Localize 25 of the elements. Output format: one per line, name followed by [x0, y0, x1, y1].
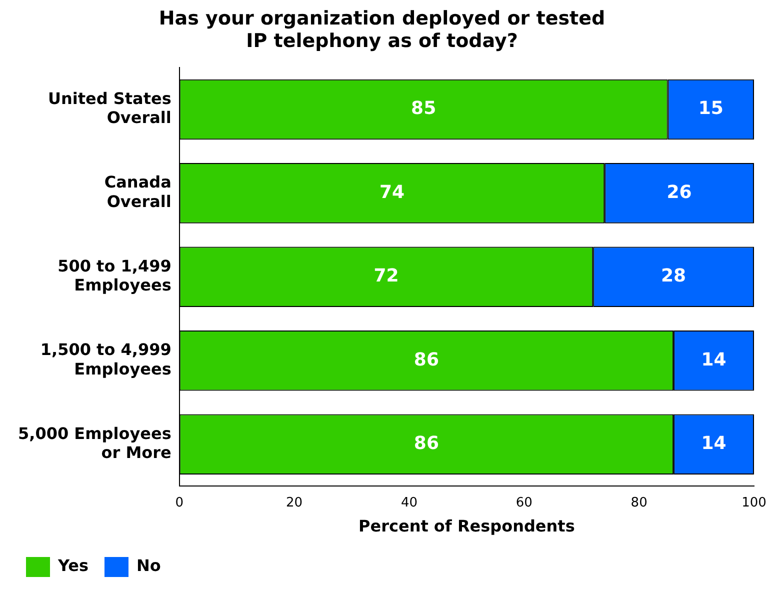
y-tick-label: 1,500 to 4,999 Employees [40, 340, 172, 378]
x-tick-label: 20 [286, 495, 303, 510]
chart-title: Has your organization deployed or tested IP telephony as of today? [158, 7, 606, 52]
x-tick-label: 0 [175, 495, 184, 510]
y-tick-label: United States Overall [48, 89, 172, 128]
data-label: 26 [666, 182, 692, 203]
x-tick-label: 40 [400, 495, 418, 510]
data-label: 86 [414, 433, 439, 454]
y-tick-label: 5,000 Employees or More [18, 424, 172, 462]
legend-label: Yes [57, 556, 88, 576]
data-label: 15 [698, 98, 724, 120]
x-tick-label: 60 [516, 495, 532, 510]
data-label: 86 [414, 349, 439, 370]
data-label: 72 [374, 266, 399, 287]
x-axis-title: Percent of Respondents [358, 516, 575, 536]
x-tick-label: 100 [742, 495, 766, 510]
y-tick-label: Canada Overall [104, 172, 172, 211]
data-label: 28 [661, 266, 686, 287]
data-label: 85 [411, 98, 436, 120]
x-tick-label: 80 [630, 495, 648, 510]
legend-label: No [136, 556, 161, 576]
data-label: 14 [701, 349, 726, 370]
y-tick-label: 500 to 1,499 Employees [58, 256, 172, 295]
data-label: 74 [379, 182, 405, 203]
data-label: 14 [701, 433, 726, 454]
